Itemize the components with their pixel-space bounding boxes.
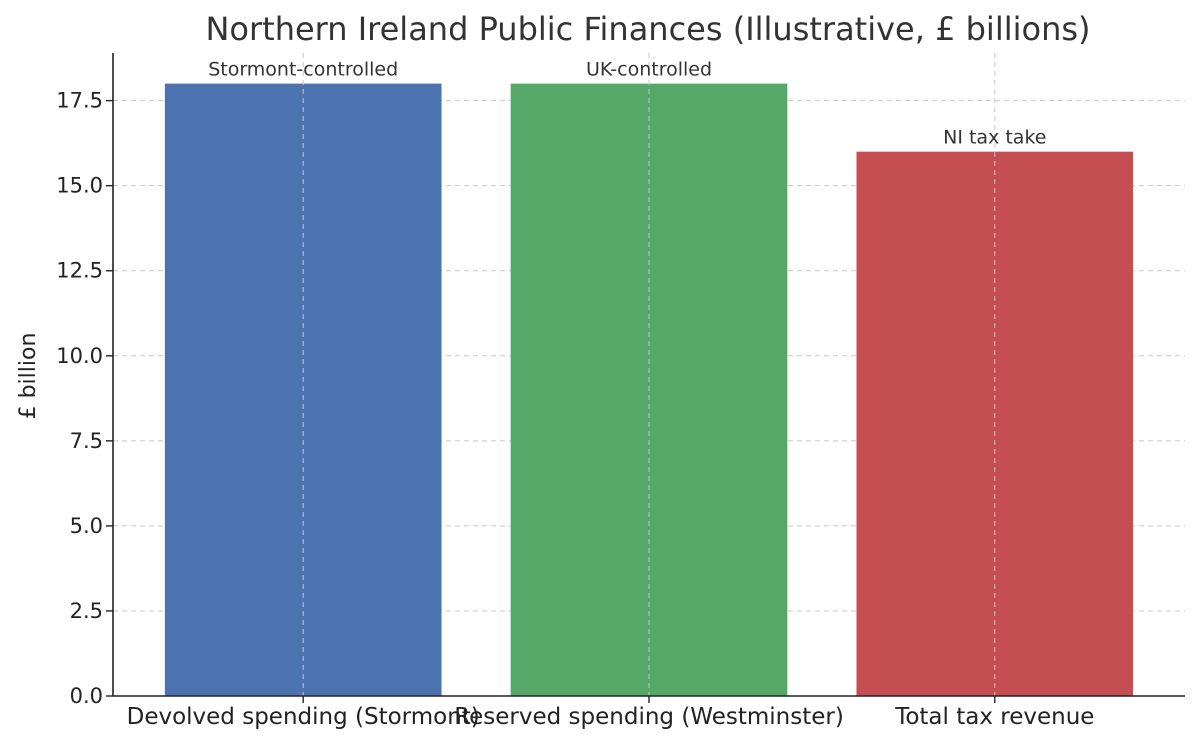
bar-annotation: Stormont-controlled bbox=[208, 59, 398, 81]
y-tick-label: 5.0 bbox=[70, 514, 103, 538]
y-ticks: 0.0 2.5 5.0 7.5 10.0 12.5 15.0 17.5 bbox=[56, 89, 113, 708]
chart-title: Northern Ireland Public Finances (Illust… bbox=[205, 10, 1090, 48]
bar-annotation: UK-controlled bbox=[586, 59, 712, 81]
y-axis-label: £ billion bbox=[16, 333, 41, 420]
y-tick-label: 2.5 bbox=[70, 599, 103, 623]
bar-annotation: NI tax take bbox=[943, 127, 1046, 149]
x-tick-label: Devolved spending (Stormont) bbox=[127, 704, 480, 730]
y-tick-label: 17.5 bbox=[56, 89, 103, 113]
y-tick-label: 10.0 bbox=[56, 344, 103, 368]
y-tick-label: 15.0 bbox=[56, 174, 103, 198]
x-tick-label: Reserved spending (Westminster) bbox=[454, 704, 844, 730]
y-tick-label: 12.5 bbox=[56, 259, 103, 283]
y-tick-label: 0.0 bbox=[70, 684, 103, 708]
x-tick-label: Total tax revenue bbox=[894, 704, 1094, 730]
y-tick-label: 7.5 bbox=[70, 429, 103, 453]
bar-annotations: Stormont-controlled UK-controlled NI tax t… bbox=[208, 59, 1046, 149]
x-ticks: Devolved spending (Stormont)Reserved spe… bbox=[127, 696, 1094, 730]
vertical-grid bbox=[302, 53, 996, 696]
